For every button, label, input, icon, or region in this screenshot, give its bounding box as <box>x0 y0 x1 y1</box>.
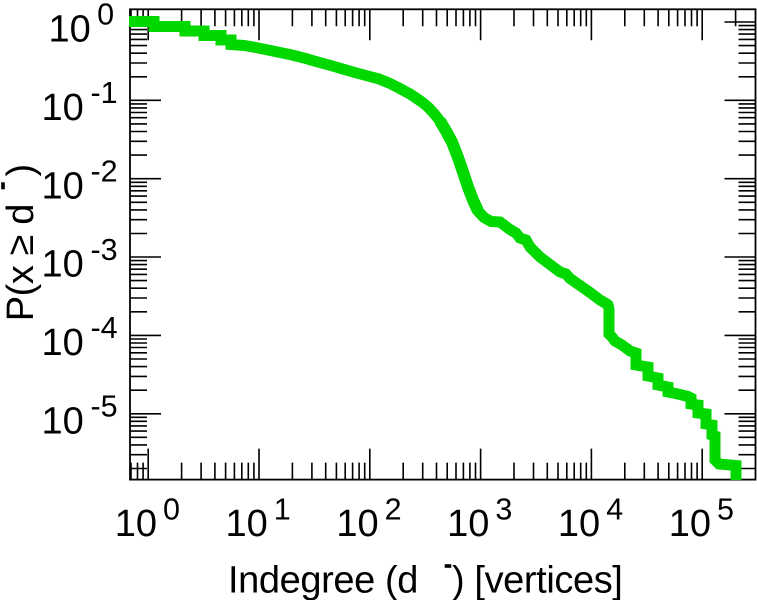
svg-text:10: 10 <box>115 503 157 545</box>
svg-text:2: 2 <box>385 492 402 526</box>
svg-text:10: 10 <box>42 322 84 364</box>
svg-text:-5: -5 <box>91 390 118 424</box>
svg-text:-3: -3 <box>91 233 118 267</box>
svg-text:P(x ≥ d: P(x ≥ d <box>0 204 42 321</box>
svg-text:10: 10 <box>42 165 84 207</box>
svg-text:0: 0 <box>97 0 114 32</box>
svg-text:Indegree (d: Indegree (d <box>228 559 418 600</box>
svg-text:10: 10 <box>558 503 600 545</box>
svg-text:10: 10 <box>336 503 378 545</box>
svg-text:-4: -4 <box>91 311 118 345</box>
svg-text:): ) <box>0 164 42 177</box>
svg-text:10: 10 <box>447 503 489 545</box>
svg-text:5: 5 <box>717 492 734 526</box>
svg-text:0: 0 <box>163 492 180 526</box>
svg-text:10: 10 <box>226 503 268 545</box>
svg-text:10: 10 <box>669 503 711 545</box>
svg-text:-2: -2 <box>91 154 118 188</box>
svg-text:4: 4 <box>606 492 623 526</box>
svg-text:10: 10 <box>42 400 84 442</box>
svg-text:10: 10 <box>49 9 91 51</box>
svg-text:-1: -1 <box>91 76 118 110</box>
svg-text:10: 10 <box>42 244 84 286</box>
svg-text:) [vertices]: ) [vertices] <box>452 559 622 600</box>
svg-text:10: 10 <box>42 87 84 129</box>
svg-text:1: 1 <box>274 492 291 526</box>
svg-text:3: 3 <box>495 492 512 526</box>
